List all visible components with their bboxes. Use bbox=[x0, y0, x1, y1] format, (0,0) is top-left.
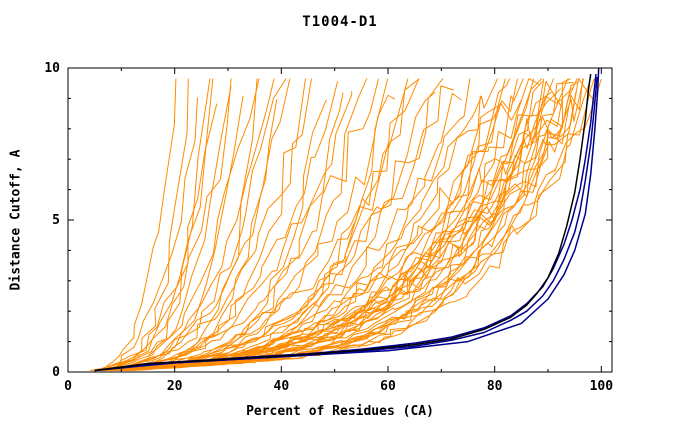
model-curve bbox=[107, 78, 593, 371]
model-curve bbox=[123, 78, 595, 372]
model-curve bbox=[95, 78, 260, 371]
model-curve bbox=[104, 78, 211, 371]
model-curve bbox=[111, 78, 444, 371]
model-curve bbox=[110, 86, 232, 371]
x-tick-label: 80 bbox=[487, 379, 503, 394]
x-axis-label: Percent of Residues (CA) bbox=[246, 404, 434, 419]
model-curve bbox=[101, 78, 524, 371]
model-curve bbox=[129, 92, 344, 371]
x-tick-label: 60 bbox=[380, 379, 396, 394]
model-curve bbox=[97, 78, 312, 371]
model-curve bbox=[117, 92, 462, 371]
x-tick-label: 20 bbox=[167, 379, 183, 394]
chart-title: T1004-D1 bbox=[302, 14, 378, 30]
y-tick-label: 5 bbox=[52, 213, 60, 228]
model-curve bbox=[89, 78, 177, 372]
model-curve bbox=[106, 78, 602, 371]
x-tick-label: 0 bbox=[64, 379, 72, 394]
axes-layer: 0 20 40 60 80 100 0 5 10 bbox=[44, 61, 613, 394]
x-tick-label: 100 bbox=[590, 379, 614, 394]
reference-curve bbox=[94, 73, 592, 372]
x-tick-label: 40 bbox=[274, 379, 290, 394]
y-axis-label: Distance Cutoff, A bbox=[8, 149, 24, 291]
model-curve bbox=[103, 78, 214, 371]
best-model-3 bbox=[94, 68, 600, 372]
curves-layer bbox=[89, 68, 602, 372]
model-curve bbox=[91, 97, 198, 371]
model-curve bbox=[108, 78, 287, 371]
model-curve bbox=[102, 78, 420, 372]
y-tick-label: 10 bbox=[44, 61, 60, 76]
model-curve bbox=[101, 78, 275, 372]
y-tick-label: 0 bbox=[52, 365, 60, 380]
model-curve bbox=[102, 78, 543, 371]
model-curve bbox=[92, 78, 232, 371]
